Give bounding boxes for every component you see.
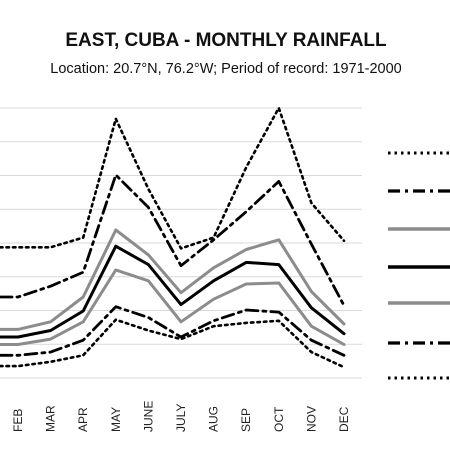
series-line-1 — [0, 106, 346, 250]
x-tick-label: AUG — [207, 406, 221, 432]
chart-title: EAST, CUBA - MONTHLY RAINFALL — [65, 30, 387, 51]
x-tick-label: NOV — [304, 406, 318, 432]
x-axis-ticks: FEB MAR APR MAY JUNE JULY AUG SEP OCT NOV DEC — [11, 401, 351, 432]
x-tick-label: DEC — [337, 406, 351, 432]
x-tick-label: JUNE — [141, 401, 155, 432]
series-line-6 — [0, 305, 346, 357]
legend — [388, 151, 450, 380]
gridlines — [0, 107, 362, 379]
x-tick-label: FEB — [11, 409, 25, 432]
chart-subtitle: Location: 20.7°N, 76.2°W; Period of reco… — [50, 61, 402, 77]
x-tick-label: SEP — [239, 408, 253, 432]
x-tick-label: APR — [76, 407, 90, 432]
series-line-7 — [0, 318, 346, 369]
x-tick-label: OCT — [272, 406, 286, 432]
series-line-2 — [0, 173, 346, 308]
series-line-4 — [0, 244, 346, 339]
series-line-5 — [0, 268, 346, 346]
x-tick-label: JULY — [174, 404, 188, 432]
series-line-3 — [0, 228, 346, 331]
x-tick-label: MAR — [44, 405, 58, 432]
x-tick-label: MAY — [109, 407, 123, 432]
series-lines — [0, 106, 346, 369]
